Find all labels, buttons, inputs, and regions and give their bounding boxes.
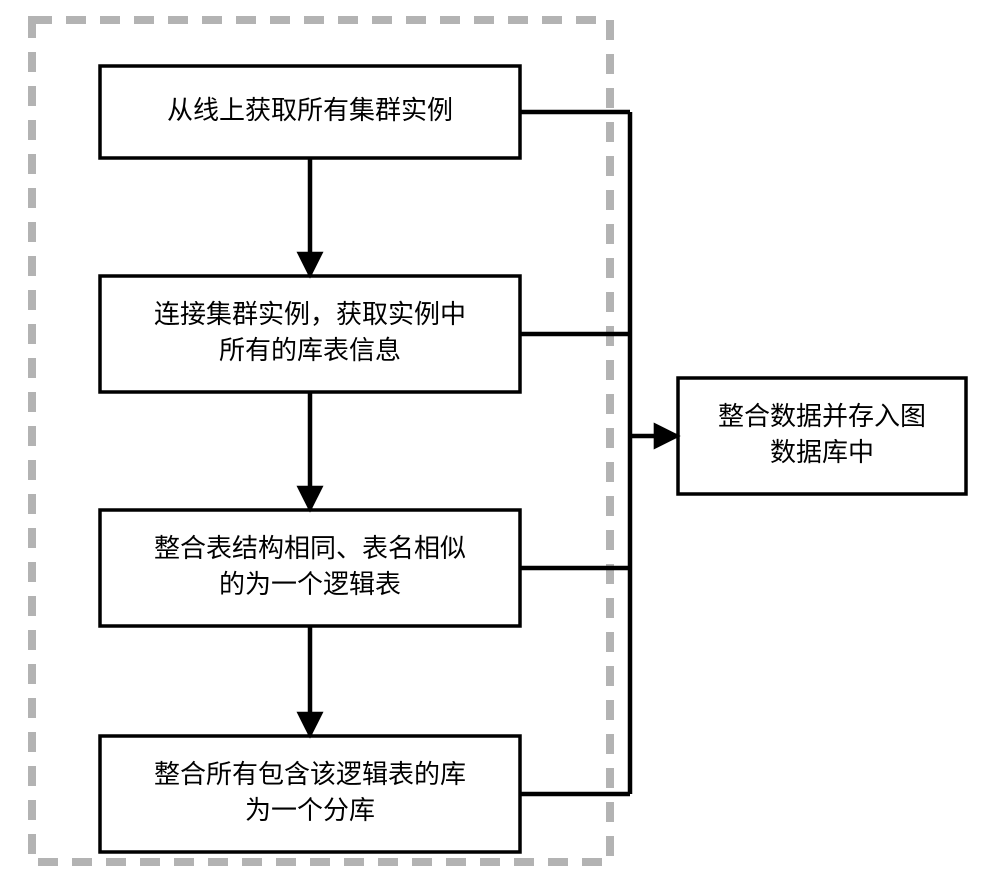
flow-node-n5-label-0: 整合数据并存入图 — [718, 401, 926, 431]
flow-node-n3-label-0: 整合表结构相同、表名相似 — [154, 533, 466, 563]
flow-node-n4-label-1: 为一个分库 — [245, 795, 375, 825]
flow-node-n1-label-0: 从线上获取所有集群实例 — [167, 95, 453, 125]
flowchart-canvas: 从线上获取所有集群实例连接集群实例，获取实例中所有的库表信息整合表结构相同、表名… — [0, 0, 1000, 882]
flow-node-n3-label-1: 的为一个逻辑表 — [219, 569, 401, 599]
flow-node-n2-label-0: 连接集群实例，获取实例中 — [154, 299, 466, 329]
flow-node-n5-label-1: 数据库中 — [770, 437, 874, 467]
flow-node-n2-label-1: 所有的库表信息 — [219, 335, 401, 365]
flow-node-n4-label-0: 整合所有包含该逻辑表的库 — [154, 759, 466, 789]
